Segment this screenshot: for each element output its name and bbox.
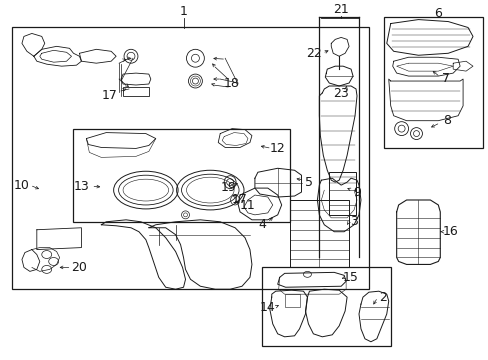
- Text: 2: 2: [378, 291, 386, 303]
- Text: 22: 22: [306, 47, 322, 60]
- Text: 9: 9: [352, 185, 360, 199]
- Text: 19: 19: [220, 181, 236, 194]
- Text: 17: 17: [101, 89, 117, 102]
- Bar: [123, 87, 148, 96]
- Text: 11: 11: [240, 199, 255, 212]
- Text: 20: 20: [71, 261, 87, 274]
- Text: 21: 21: [333, 3, 348, 16]
- Text: 16: 16: [442, 225, 457, 238]
- Text: 23: 23: [333, 87, 348, 100]
- Text: 1: 1: [179, 5, 187, 18]
- Text: 8: 8: [442, 114, 450, 127]
- Bar: [261, 267, 390, 346]
- Bar: [284, 294, 299, 307]
- Text: 3: 3: [349, 215, 357, 228]
- Bar: [328, 172, 355, 215]
- Text: 10: 10: [14, 179, 30, 192]
- Bar: [12, 27, 368, 289]
- Text: 6: 6: [433, 7, 441, 20]
- Text: 18: 18: [224, 77, 240, 90]
- Text: 15: 15: [343, 271, 358, 284]
- Bar: [73, 129, 289, 222]
- Text: 7: 7: [441, 72, 449, 85]
- Text: 4: 4: [257, 218, 265, 231]
- Text: 13: 13: [73, 180, 89, 193]
- Bar: [383, 17, 482, 148]
- Text: 12: 12: [269, 142, 285, 155]
- Text: 17: 17: [232, 193, 247, 207]
- Text: 5: 5: [305, 176, 313, 189]
- Text: 14: 14: [260, 301, 275, 314]
- Bar: [289, 200, 348, 267]
